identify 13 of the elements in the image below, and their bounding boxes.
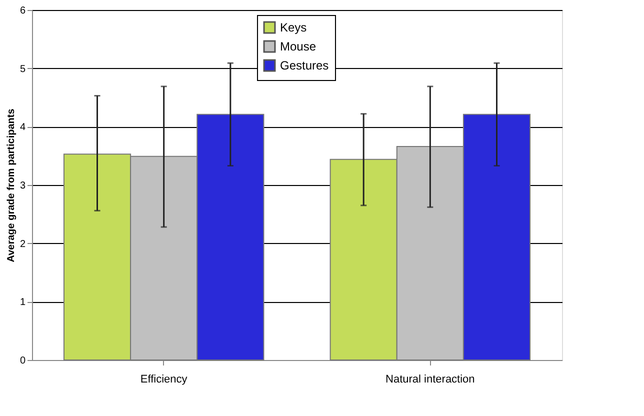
y-tick-label: 4 xyxy=(20,122,26,134)
y-tick-label: 1 xyxy=(20,297,26,308)
y-axis-title: Average grade from participants xyxy=(6,108,17,262)
y-tick-label: 2 xyxy=(20,238,26,250)
y-tick-label: 6 xyxy=(20,6,26,16)
y-tick-label: 5 xyxy=(20,64,26,75)
x-tick-label: Natural interaction xyxy=(386,374,475,386)
legend-label: Gestures xyxy=(280,58,329,72)
legend-label: Keys xyxy=(280,20,307,34)
legend-label: Mouse xyxy=(280,40,316,54)
y-tick-label: 0 xyxy=(20,356,26,366)
y-tick-label: 3 xyxy=(20,180,26,192)
x-tick-label: Efficiency xyxy=(140,374,188,386)
